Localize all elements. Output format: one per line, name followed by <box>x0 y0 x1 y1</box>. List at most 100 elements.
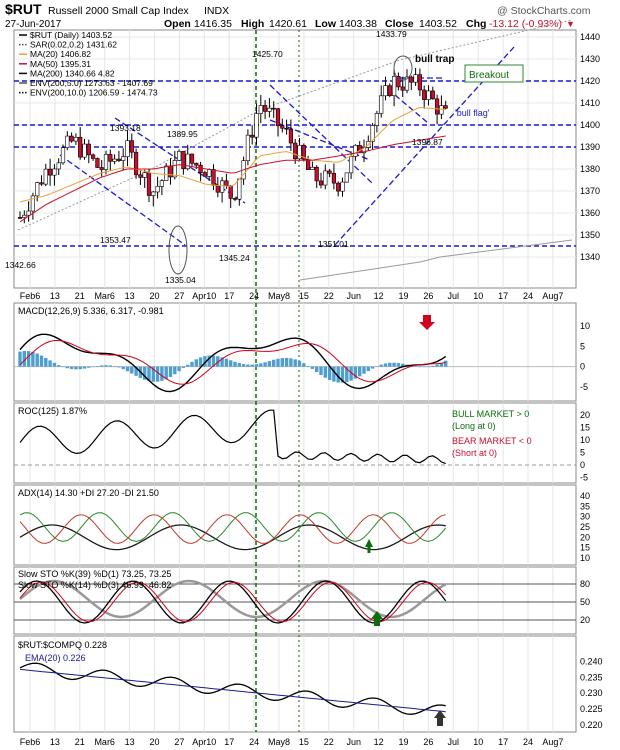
candle-body <box>35 182 40 197</box>
x-tick-label: 20 <box>149 737 159 747</box>
candle-body <box>47 168 53 176</box>
candle-body <box>422 89 427 100</box>
macd-histogram-bar <box>168 366 173 378</box>
macd-histogram-bar <box>130 366 134 374</box>
macd-histogram-bar <box>388 362 392 367</box>
macd-histogram-bar <box>22 350 26 367</box>
y-tick-label: 1390 <box>580 142 600 152</box>
sto-y-tick: 20 <box>580 615 590 625</box>
x-tick-label: 24 <box>523 737 533 747</box>
macd-histogram-bar <box>147 366 151 382</box>
macd-histogram-bar <box>379 364 383 367</box>
chg-value: -13.12 (-0.93%) <box>489 18 562 30</box>
down-arrow-icon: ▼ <box>566 19 575 29</box>
breakout-label: Breakout <box>469 70 509 81</box>
candle-body <box>43 168 48 185</box>
candle-body <box>189 153 195 164</box>
candle-body <box>262 105 268 112</box>
macd-histogram-bar <box>267 361 272 367</box>
macd-histogram-bar <box>370 366 375 369</box>
macd-histogram-bar <box>57 365 61 367</box>
legend-entry: MA(200) 1340.66 4.82 <box>30 68 115 78</box>
price-level-label: 1353.47 <box>100 235 131 245</box>
low-label: Low <box>315 18 337 30</box>
candle-body <box>340 181 345 192</box>
x-tick-label: 15 <box>299 291 309 301</box>
price-level-label: 1389.95 <box>167 129 198 139</box>
macd-histogram-bar <box>190 361 194 367</box>
candle-body <box>391 76 397 96</box>
x-tick-label: 17 <box>224 291 234 301</box>
roc-y-tick: -5 <box>580 473 588 483</box>
candle-body <box>439 105 444 115</box>
macd-histogram-bar <box>362 366 366 374</box>
candle-body <box>78 136 83 158</box>
candle-body <box>211 169 216 186</box>
y-tick-label: 1430 <box>580 54 600 64</box>
macd-histogram-bar <box>198 357 203 367</box>
candle-body <box>400 86 405 91</box>
index-name: Russell 2000 Small Cap Index <box>48 5 189 17</box>
candle-body <box>138 174 143 178</box>
macd-histogram-bar <box>310 366 315 369</box>
macd-histogram-bar <box>250 364 254 367</box>
roc-panel-frame <box>13 402 577 484</box>
legend-entry: MA(50) 1395.31 <box>30 59 91 69</box>
macd-histogram-bar <box>151 366 155 382</box>
x-tick-label: 17 <box>498 737 508 747</box>
green-up-arrow-icon-adx <box>365 539 373 553</box>
x-tick-label: May8 <box>268 737 290 747</box>
candle-body <box>82 143 87 158</box>
price-level-label: 1425.70 <box>252 49 283 59</box>
y-tick-label: 1440 <box>580 32 600 42</box>
macd-histogram-bar <box>203 356 207 367</box>
ratio-y-tick: 0.240 <box>580 657 603 667</box>
macd-histogram-bar <box>418 366 422 368</box>
candle-body <box>26 210 31 216</box>
candle-body <box>177 151 182 161</box>
adx-y-tick: 25 <box>580 522 590 532</box>
candle-body <box>250 134 255 138</box>
green-up-arrow-icon-sto <box>371 611 383 626</box>
macd-histogram-bar <box>345 366 349 382</box>
macd-histogram-bar <box>134 366 138 376</box>
x-tick-label: 26 <box>423 291 433 301</box>
x-tick-label: Jun <box>346 737 361 747</box>
macd-histogram-bar <box>35 353 39 367</box>
x-tick-label: 24 <box>249 737 259 747</box>
macd-histogram-bar <box>426 366 431 368</box>
x-tick-label: Jul <box>448 291 460 301</box>
x-tick-label: 22 <box>324 737 334 747</box>
candle-body <box>103 154 109 170</box>
x-tick-label: May8 <box>268 291 290 301</box>
roc-y-tick: 5 <box>580 448 585 458</box>
adx-y-tick: 15 <box>580 543 590 553</box>
low-value: 1403.38 <box>339 18 377 30</box>
gray-up-arrow-icon <box>434 710 446 726</box>
macd-histogram-bar <box>435 364 439 367</box>
macd-y-tick: 0 <box>580 362 585 372</box>
candle-body <box>310 166 315 170</box>
candle-body <box>314 166 319 182</box>
y-tick-label: 1340 <box>580 252 600 262</box>
macd-histogram-bar <box>323 366 327 378</box>
candle-body <box>146 172 152 196</box>
macd-histogram-bar <box>358 366 362 377</box>
price-level-label: 1433.79 <box>376 29 407 39</box>
macd-histogram-bar <box>259 363 263 367</box>
sto-panel-frame <box>13 566 577 635</box>
candle-body <box>323 170 328 186</box>
adx-line <box>19 524 446 551</box>
candle-body <box>336 182 341 192</box>
macd-histogram-bar <box>160 366 164 381</box>
candle-body <box>430 90 435 100</box>
candle-body <box>370 125 375 142</box>
indicator-layer <box>14 333 576 715</box>
roc-y-tick: 15 <box>580 423 590 433</box>
candle-body <box>379 95 384 114</box>
candle-body <box>134 151 139 176</box>
candle-body <box>207 169 212 177</box>
macd-histogram-bar <box>194 359 198 367</box>
candle-body <box>172 160 177 178</box>
